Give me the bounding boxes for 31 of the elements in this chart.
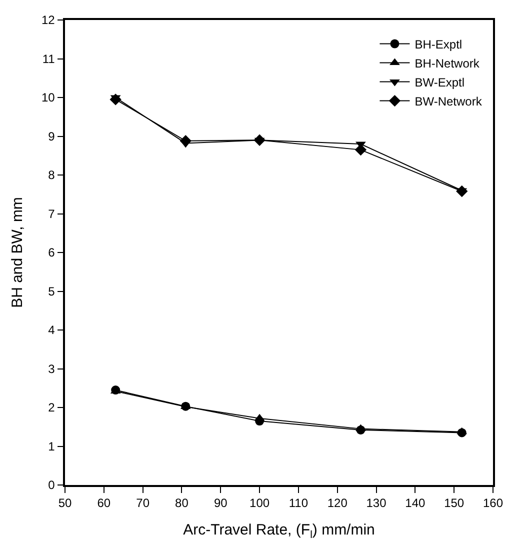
y-tick-label: 4 (48, 323, 56, 338)
x-tick-label: 120 (327, 496, 348, 510)
x-tick-label: 70 (136, 496, 150, 510)
x-tick-label: 130 (366, 496, 387, 510)
y-tick-label: 12 (41, 13, 56, 28)
legend-label: BH-Exptl (414, 37, 462, 52)
x-tick-label: 160 (482, 496, 504, 510)
x-tick-label: 80 (175, 496, 189, 510)
y-tick-label: 1 (48, 439, 56, 454)
y-tick-label: 7 (48, 206, 56, 221)
y-tick-label: 6 (48, 246, 56, 260)
x-tick-label: 100 (250, 496, 270, 510)
y-tick-label: 11 (42, 52, 56, 66)
x-tick-label: 60 (97, 496, 111, 510)
y-tick-label: 3 (48, 362, 56, 376)
y-tick-label: 10 (41, 90, 56, 105)
x-axis-title: Arc-Travel Rate, (F$_{l}$) mm/min (183, 522, 375, 541)
legend-label: BW-Exptl (414, 75, 465, 90)
x-tick-label: 140 (405, 496, 426, 510)
x-tick-label: 90 (214, 496, 228, 510)
x-tick-label: 50 (58, 496, 72, 510)
y-tick-label: 9 (48, 129, 56, 144)
y-tick-label: 8 (48, 168, 56, 182)
legend-label: BH-Network (414, 56, 480, 70)
y-tick-label: 5 (48, 284, 56, 298)
x-tick-label: 150 (444, 496, 464, 510)
legend-label: BW-Network (414, 94, 483, 108)
y-tick-label: 0 (48, 478, 56, 492)
y-tick-label: 2 (48, 400, 56, 415)
y-axis-title: BH and BW, mm (9, 197, 26, 308)
x-tick-label: 110 (288, 496, 308, 510)
